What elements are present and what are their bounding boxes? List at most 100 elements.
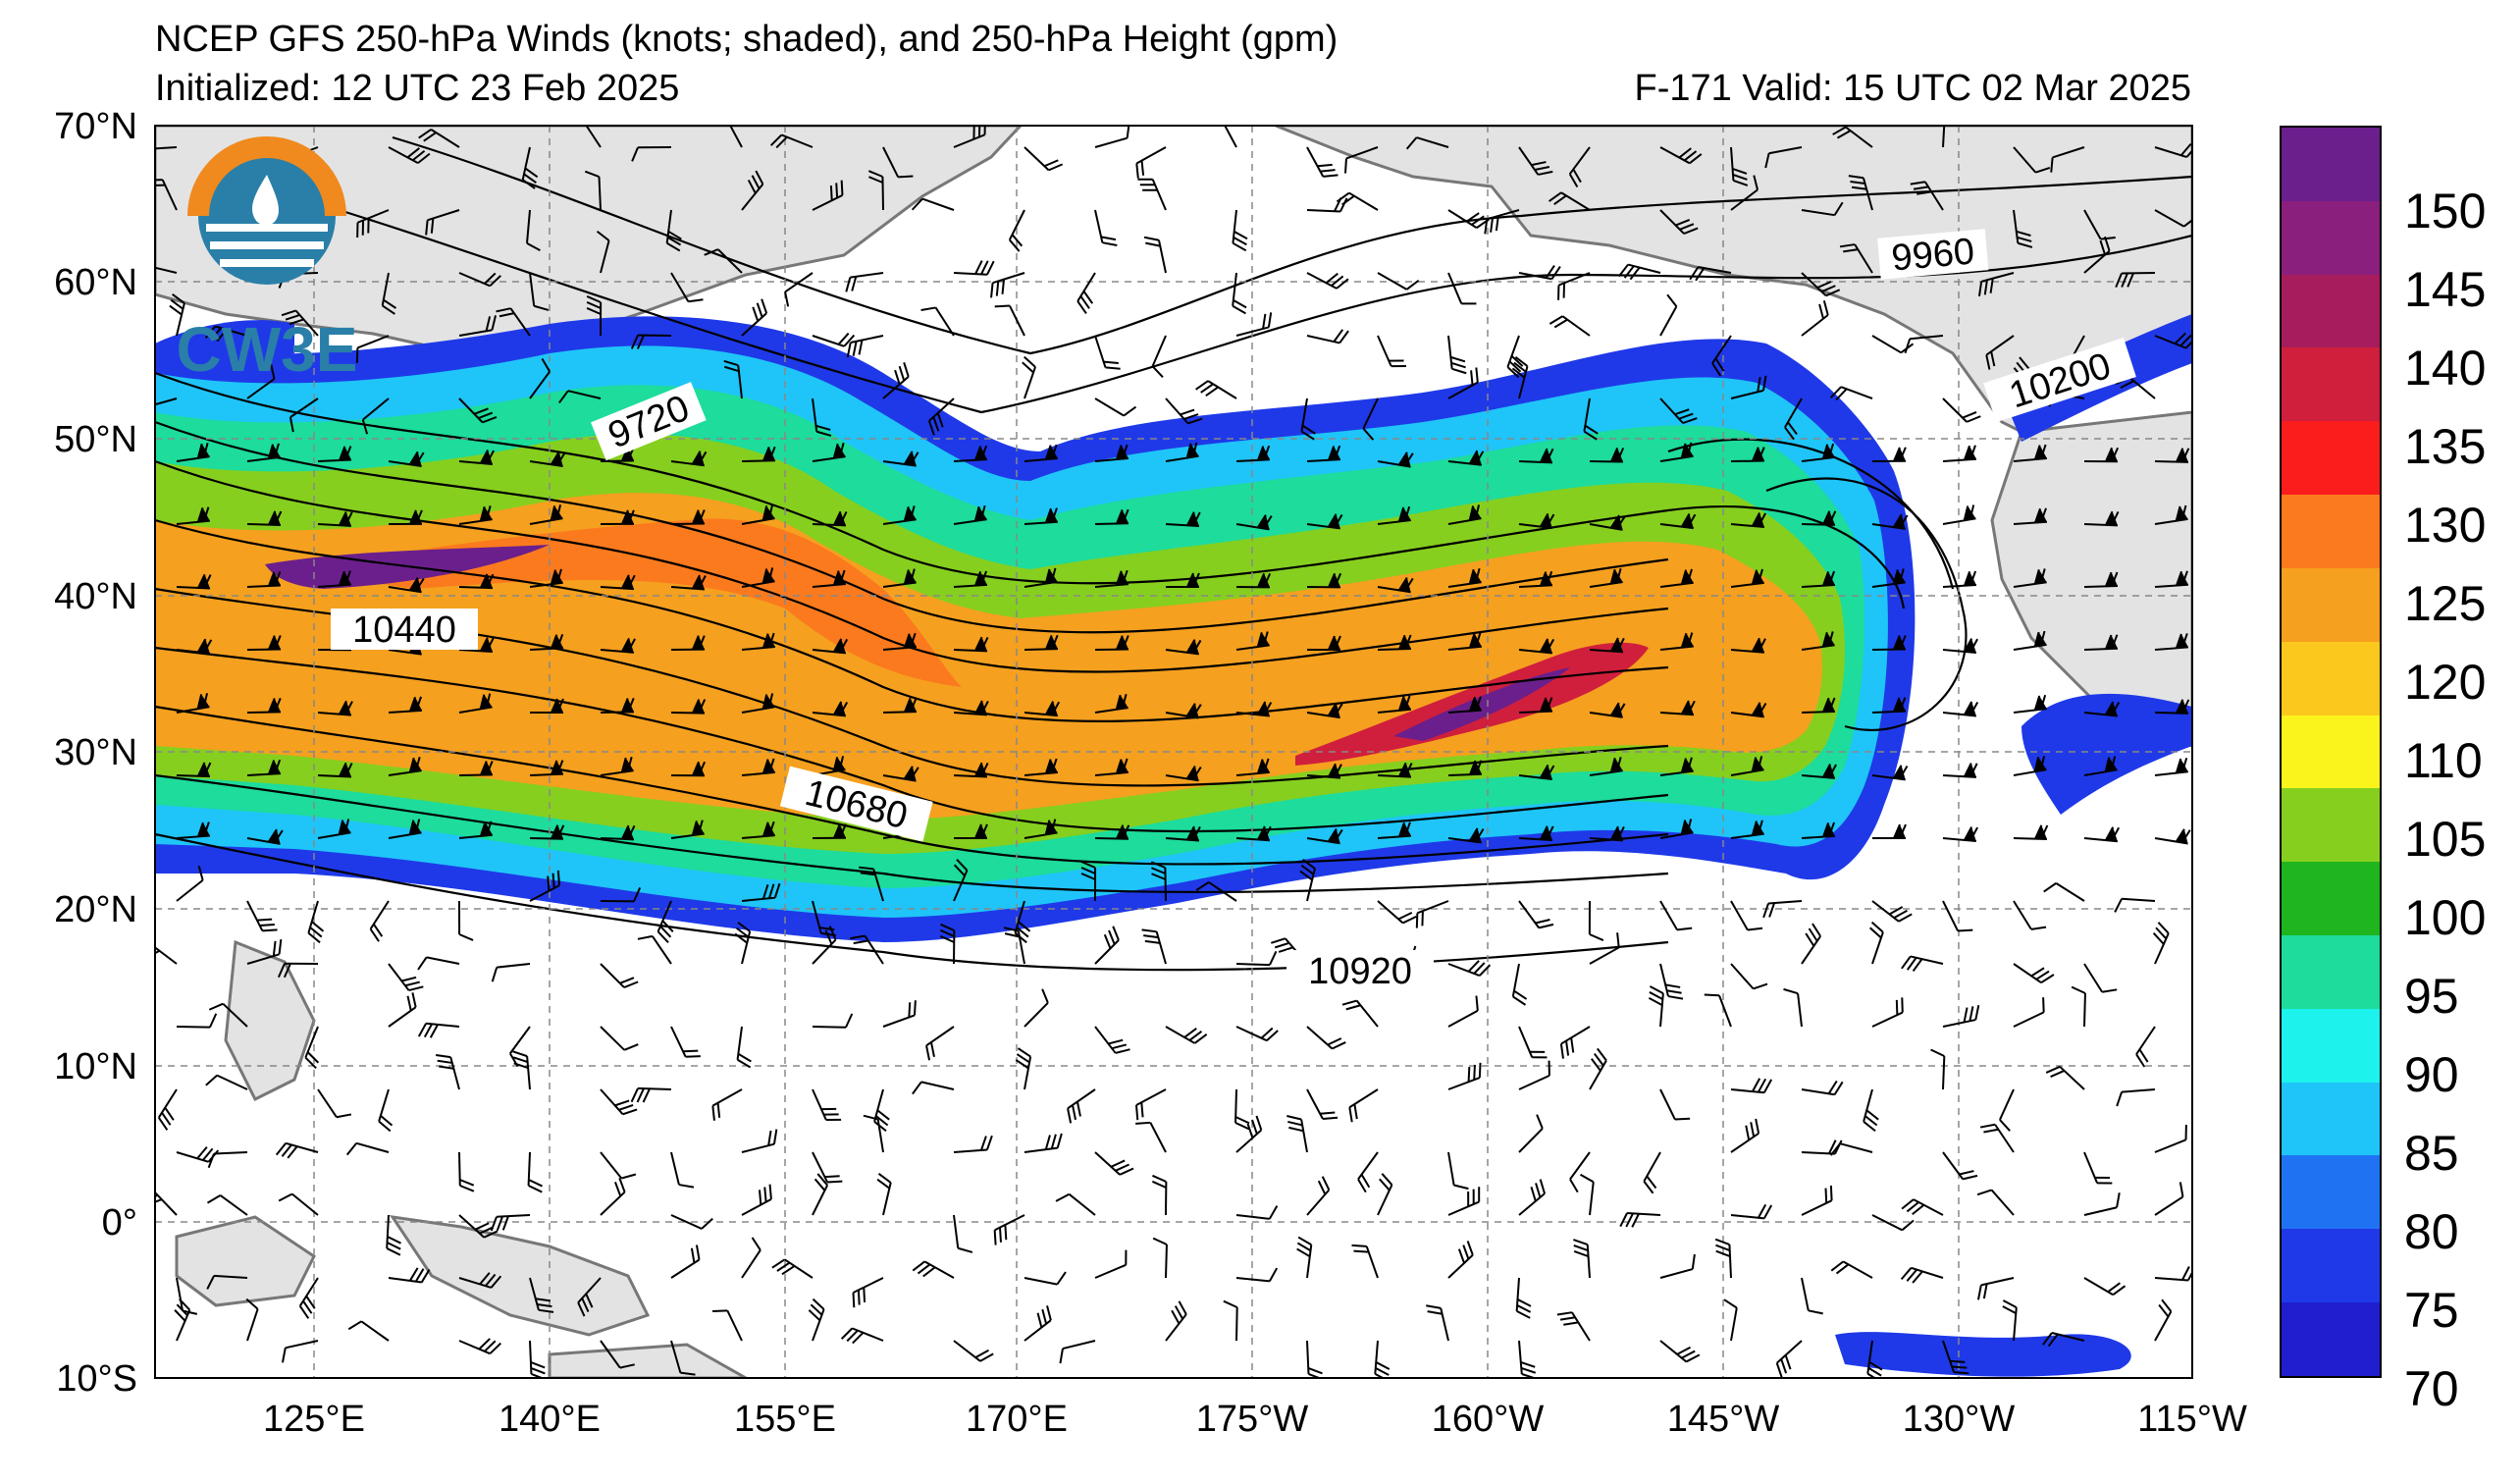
wind-barb: [1871, 765, 1909, 781]
wind-barb: [176, 573, 212, 590]
lon-label: 115°W: [2137, 1399, 2247, 1440]
wind-barb: [1942, 445, 1976, 462]
wind-barb: [953, 636, 989, 653]
colorbar-label: 100: [2404, 890, 2487, 945]
wind-barb: [1195, 380, 1237, 399]
colorbar-segment: [2282, 934, 2380, 1009]
colorbar-segment: [2282, 495, 2380, 568]
lat-label: 60°N: [54, 262, 137, 303]
wind-barb: [2083, 1151, 2113, 1185]
wind-barb: [176, 1277, 198, 1315]
wind-barb: [1801, 1277, 1823, 1315]
wind-barb: [1910, 181, 1944, 211]
colorbar-segment: [2282, 862, 2380, 935]
wind-barb: [1024, 444, 1058, 462]
wind-barb: [529, 450, 566, 468]
wind-barb: [1832, 126, 1873, 148]
colorbar-segment: [2282, 421, 2380, 496]
wind-barb: [1659, 1253, 1696, 1279]
wind-barb: [1357, 1151, 1379, 1193]
wind-barb: [388, 509, 423, 525]
wind-barb: [526, 209, 541, 251]
wind-barb: [1659, 568, 1694, 588]
wind-barb: [2083, 236, 2111, 274]
wind-barb: [741, 758, 775, 776]
wind-barb: [882, 505, 917, 525]
wind-barb: [1942, 1340, 1969, 1375]
wind-barb: [246, 828, 284, 845]
initialized-time: Initialized: 12 UTC 23 Feb 2025: [155, 68, 680, 109]
wind-barb: [174, 1298, 191, 1342]
cw3e-logo: CW3E: [177, 136, 357, 385]
wind-barb: [1306, 702, 1343, 719]
colorbar-segment: [2282, 1302, 2380, 1376]
lon-label: 170°E: [966, 1399, 1068, 1440]
wind-barb: [356, 209, 390, 238]
wind-barb: [169, 293, 185, 337]
wind-barb: [1143, 236, 1167, 274]
wind-barb: [1141, 928, 1167, 965]
wind-barb: [381, 272, 397, 315]
wind-barb: [512, 1050, 531, 1090]
map-panel: 9960 10200 9720 10440 10680 10920: [155, 126, 2192, 1378]
colorbar-segment: [2282, 128, 2380, 201]
wind-barb: [458, 1338, 501, 1355]
wind-barb: [2083, 1277, 2126, 1297]
wind-barb: [1235, 572, 1272, 589]
wind-barb: [1659, 900, 1693, 931]
wind-barb: [1152, 1237, 1168, 1279]
wind-barb: [939, 923, 956, 965]
wind-barb: [704, 248, 743, 274]
wind-barb: [558, 390, 602, 404]
wind-barb: [812, 1173, 829, 1216]
wind-barb: [1165, 1026, 1208, 1044]
wind-barb: [417, 956, 460, 971]
wind-barb: [1165, 1300, 1187, 1342]
wind-barb: [953, 859, 969, 902]
wind-barb: [521, 146, 539, 189]
wind-barb: [670, 450, 708, 467]
wind-barb: [1730, 900, 1763, 931]
wind-barb: [771, 1258, 814, 1279]
wind-barb: [345, 1141, 390, 1156]
wind-barb: [736, 1026, 752, 1069]
wind-barb: [670, 1151, 695, 1189]
wind-barb: [436, 1053, 460, 1090]
wind-barb: [1871, 823, 1907, 840]
wind-barb: [1351, 1244, 1379, 1279]
wind-barb: [1008, 209, 1025, 252]
wind-barb: [417, 1022, 460, 1038]
wind-barb: [529, 870, 561, 902]
wind-barb: [850, 934, 884, 965]
colorbar-segment: [2282, 1155, 2380, 1230]
wind-barb: [1484, 209, 1520, 235]
colorbar-segment: [2282, 641, 2380, 715]
wind-barb: [953, 505, 987, 525]
wind-barb: [1589, 702, 1626, 718]
wind-barb: [600, 1026, 639, 1051]
wind-barb: [953, 1340, 994, 1362]
wind-barb: [1730, 146, 1749, 186]
wind-barb: [2013, 146, 2051, 174]
wind-barb: [1583, 397, 1599, 441]
wind-barb: [1518, 1179, 1547, 1216]
wind-barb: [1306, 272, 1349, 290]
wind-barb: [317, 819, 351, 839]
wind-barb: [812, 180, 844, 211]
wind-barb: [1557, 272, 1591, 300]
wind-barb: [176, 693, 210, 714]
wind-barb: [2045, 1065, 2085, 1090]
wind-barb: [2042, 1332, 2085, 1348]
wind-barb: [1556, 1311, 1591, 1342]
wind-barb: [2071, 985, 2086, 1028]
wind-barb: [1377, 576, 1414, 594]
wind-barb: [812, 701, 849, 717]
wind-barb: [2115, 272, 2156, 288]
wind-barb: [577, 1277, 602, 1317]
wind-barb: [1801, 1080, 1844, 1096]
wind-barb: [1015, 1047, 1032, 1090]
lat-label: 40°N: [54, 576, 137, 617]
lon-label: 155°E: [734, 1399, 836, 1440]
wind-barb: [529, 1340, 547, 1378]
lon-label: 145°W: [1667, 1399, 1780, 1440]
